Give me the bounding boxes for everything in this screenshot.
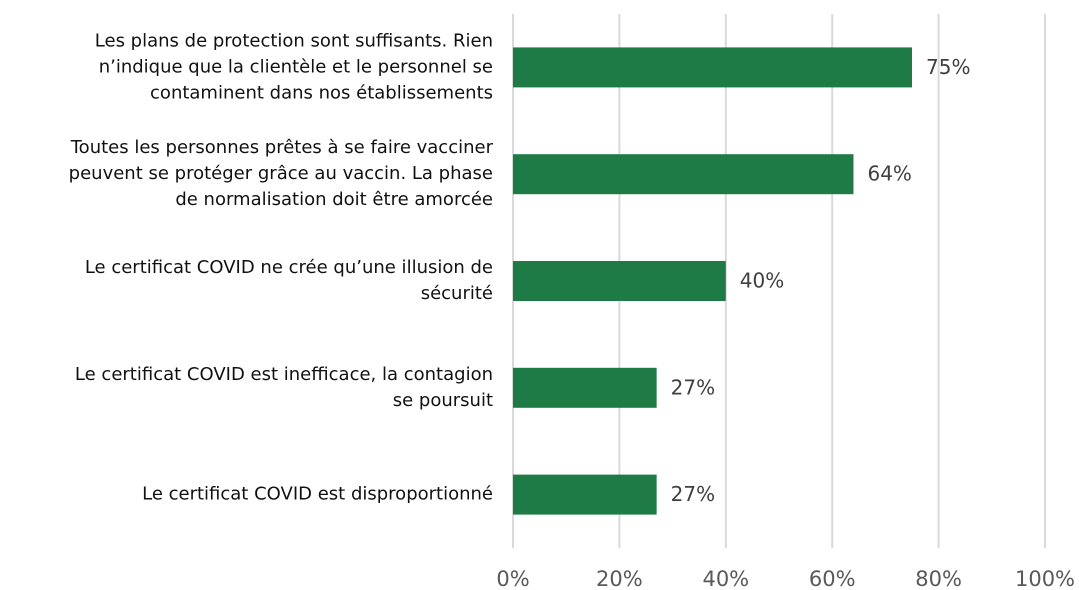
value-label: 75% <box>926 55 970 79</box>
x-tick-label: 100% <box>1015 567 1075 590</box>
category-label: Le certificat COVID ne crée qu’une illus… <box>85 257 493 278</box>
category-label: sécurité <box>421 283 493 304</box>
bar <box>513 154 854 195</box>
category-label: de normalisation doit être amorcée <box>175 189 493 210</box>
category-label: Les plans de protection sont suffisants.… <box>95 30 493 51</box>
value-label: 64% <box>867 162 911 186</box>
bar <box>513 261 726 301</box>
category-label: Toutes les personnes prêtes à se faire v… <box>70 137 494 158</box>
value-label: 27% <box>671 482 715 506</box>
category-label: Le certificat COVID est disproportionné <box>142 484 493 505</box>
category-label: n’indique que la clientèle et le personn… <box>99 56 493 77</box>
x-tick-label: 20% <box>596 567 643 590</box>
value-label: 40% <box>740 269 784 293</box>
x-tick-label: 60% <box>809 567 856 590</box>
category-label: se poursuit <box>393 390 493 411</box>
bar <box>513 367 657 408</box>
category-label: peuvent se protéger grâce au vaccin. La … <box>69 163 493 184</box>
x-tick-label: 40% <box>702 567 749 590</box>
category-label: contaminent dans nos établissements <box>150 82 493 103</box>
x-tick-label: 80% <box>915 567 962 590</box>
bar <box>513 47 912 88</box>
value-label: 27% <box>671 375 715 399</box>
x-tick-label: 0% <box>496 567 529 590</box>
bar <box>513 474 657 515</box>
category-label: Le certificat COVID est inefficace, la c… <box>75 364 493 385</box>
